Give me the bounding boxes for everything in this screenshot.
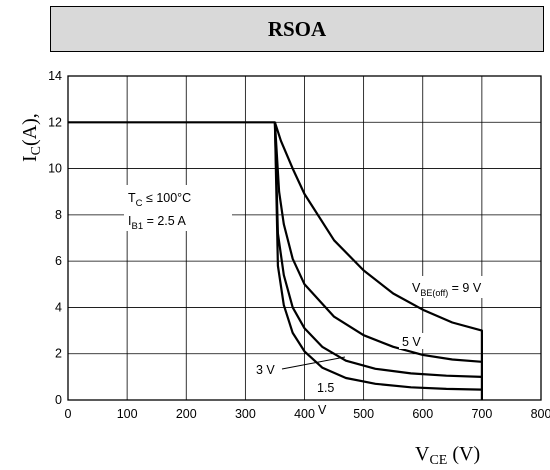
y-tick-labels: 0 2 4 6 8 10 12 14 [48,69,62,407]
y-tick-label: 10 [48,162,62,176]
y-tick-label: 4 [55,300,62,314]
series-label-1-5v-unit: V [318,403,327,417]
series-label-5v: 5 V [402,335,421,349]
series-line [273,122,482,378]
x-tick-label: 200 [176,407,197,421]
pointer-3v [281,356,346,370]
y-tick-label: 12 [48,115,62,129]
y-tick-label: 2 [55,347,62,361]
x-tick-label: 400 [294,407,315,421]
y-tick-label: 14 [48,69,62,83]
series-line [273,122,482,363]
ib-condition-label: IB1 = 2.5 A [128,214,187,232]
x-tick-label: 0 [65,407,72,421]
x-tick-label: 600 [412,407,433,421]
series-line [273,122,482,391]
vbe-9v-label: VBE(off) = 9 V [412,281,482,298]
vbe-label-bg [408,276,524,298]
y-tick-label: 6 [55,254,62,268]
y-tick-label: 0 [55,393,62,407]
series-label-3v: 3 V [256,363,275,377]
x-tick-label: 500 [353,407,374,421]
y-axis-title: IC(A), [19,113,44,162]
label-15-bg [315,380,337,394]
conditions-label-bg [124,185,232,231]
label-5v-bg [399,333,429,349]
x-tick-label: 700 [471,407,492,421]
chart-title: RSOA [50,6,544,52]
series-label-1-5v: 1.5 [317,381,334,395]
label-3v-bg [254,362,280,378]
tc-condition-label: TC ≤ 100°C [128,191,191,209]
plot-frame [67,75,542,401]
x-tick-label: 800 [531,407,550,421]
series-lines [68,121,483,400]
x-tick-label: 100 [117,407,138,421]
x-axis-title: VCE (V) [415,443,480,468]
series-line [68,121,483,400]
y-tick-label: 8 [55,208,62,222]
x-tick-labels: 0 100 200 300 400 500 600 700 800 [65,407,550,421]
x-tick-label: 300 [235,407,256,421]
